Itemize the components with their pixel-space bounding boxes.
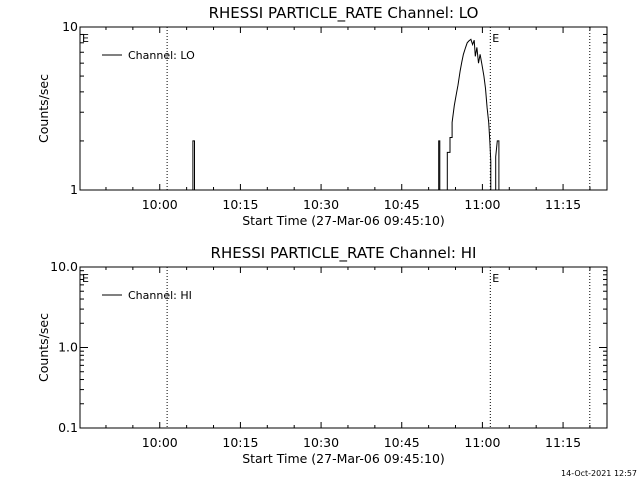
x-tick-label: 10:30 — [303, 435, 339, 450]
x-tick-label: 10:45 — [384, 197, 420, 212]
series-line-segment — [438, 140, 441, 190]
x-tick-label: 11:15 — [545, 435, 581, 450]
event-marker-label: E — [82, 32, 89, 45]
series-line-segment — [192, 140, 195, 190]
plot-frame — [79, 26, 608, 191]
x-axis-label: Start Time (27-Mar-06 09:45:10) — [242, 213, 445, 228]
x-axis-label: Start Time (27-Mar-06 09:45:10) — [242, 451, 445, 466]
y-axis-label: Counts/sec — [36, 313, 51, 382]
x-tick-label: 11:00 — [464, 197, 500, 212]
legend-label: Channel: LO — [128, 49, 195, 62]
y-axis-label: Counts/sec — [36, 74, 51, 143]
x-tick-label: 10:30 — [303, 197, 339, 212]
y-tick-label: 0.1 — [58, 420, 78, 435]
y-tick-label: 1 — [70, 182, 78, 197]
x-tick-label: 11:15 — [545, 197, 581, 212]
event-marker-label: E — [82, 272, 89, 285]
legend-label: Channel: HI — [128, 289, 192, 302]
x-tick-label: 10:15 — [222, 197, 258, 212]
x-tick-label: 10:15 — [222, 435, 258, 450]
series-line-segment — [446, 38, 492, 190]
plot-timestamp: 14-Oct-2021 12:57 — [561, 469, 637, 478]
y-tick-label: 10 — [62, 19, 78, 34]
panel-lo-channel: RHESSI PARTICLE_RATE Channel: LO 10:00 10:… — [36, 4, 608, 228]
series-line-segment — [495, 140, 500, 190]
y-tick-label: 1.0 — [58, 340, 78, 355]
event-marker-label: E — [492, 32, 499, 45]
x-tick-label: 10:00 — [142, 435, 178, 450]
x-tick-label: 11:00 — [464, 435, 500, 450]
x-tick-label: 10:45 — [384, 435, 420, 450]
event-marker-label: E — [492, 272, 499, 285]
x-tick-label: 10:00 — [142, 197, 178, 212]
chart-title: RHESSI PARTICLE_RATE Channel: HI — [211, 244, 477, 263]
panel-hi-channel: RHESSI PARTICLE_RATE Channel: HI 10:00 10:… — [36, 244, 608, 466]
y-tick-label: 10.0 — [50, 259, 78, 274]
chart-title: RHESSI PARTICLE_RATE Channel: LO — [209, 4, 479, 23]
